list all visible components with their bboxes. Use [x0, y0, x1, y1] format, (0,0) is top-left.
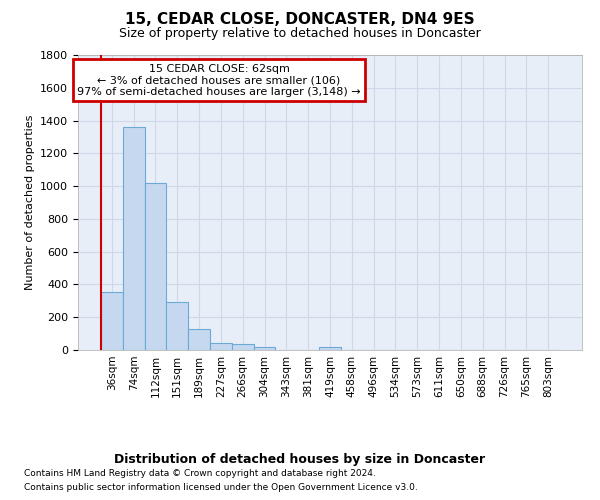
- Text: Distribution of detached houses by size in Doncaster: Distribution of detached houses by size …: [115, 452, 485, 466]
- Text: Size of property relative to detached houses in Doncaster: Size of property relative to detached ho…: [119, 28, 481, 40]
- Bar: [101, 292, 123, 350]
- Bar: [166, 302, 188, 350]
- Bar: [254, 346, 275, 350]
- Bar: [188, 328, 210, 350]
- Bar: [145, 183, 166, 350]
- Bar: [319, 346, 341, 350]
- Text: 15, CEDAR CLOSE, DONCASTER, DN4 9ES: 15, CEDAR CLOSE, DONCASTER, DN4 9ES: [125, 12, 475, 28]
- Bar: [210, 342, 232, 350]
- Text: 15 CEDAR CLOSE: 62sqm  
← 3% of detached houses are smaller (106)
97% of semi-de: 15 CEDAR CLOSE: 62sqm ← 3% of detached h…: [77, 64, 361, 97]
- Y-axis label: Number of detached properties: Number of detached properties: [25, 115, 35, 290]
- Bar: [232, 344, 254, 350]
- Bar: [123, 127, 145, 350]
- Text: Contains HM Land Registry data © Crown copyright and database right 2024.: Contains HM Land Registry data © Crown c…: [24, 468, 376, 477]
- Text: Contains public sector information licensed under the Open Government Licence v3: Contains public sector information licen…: [24, 484, 418, 492]
